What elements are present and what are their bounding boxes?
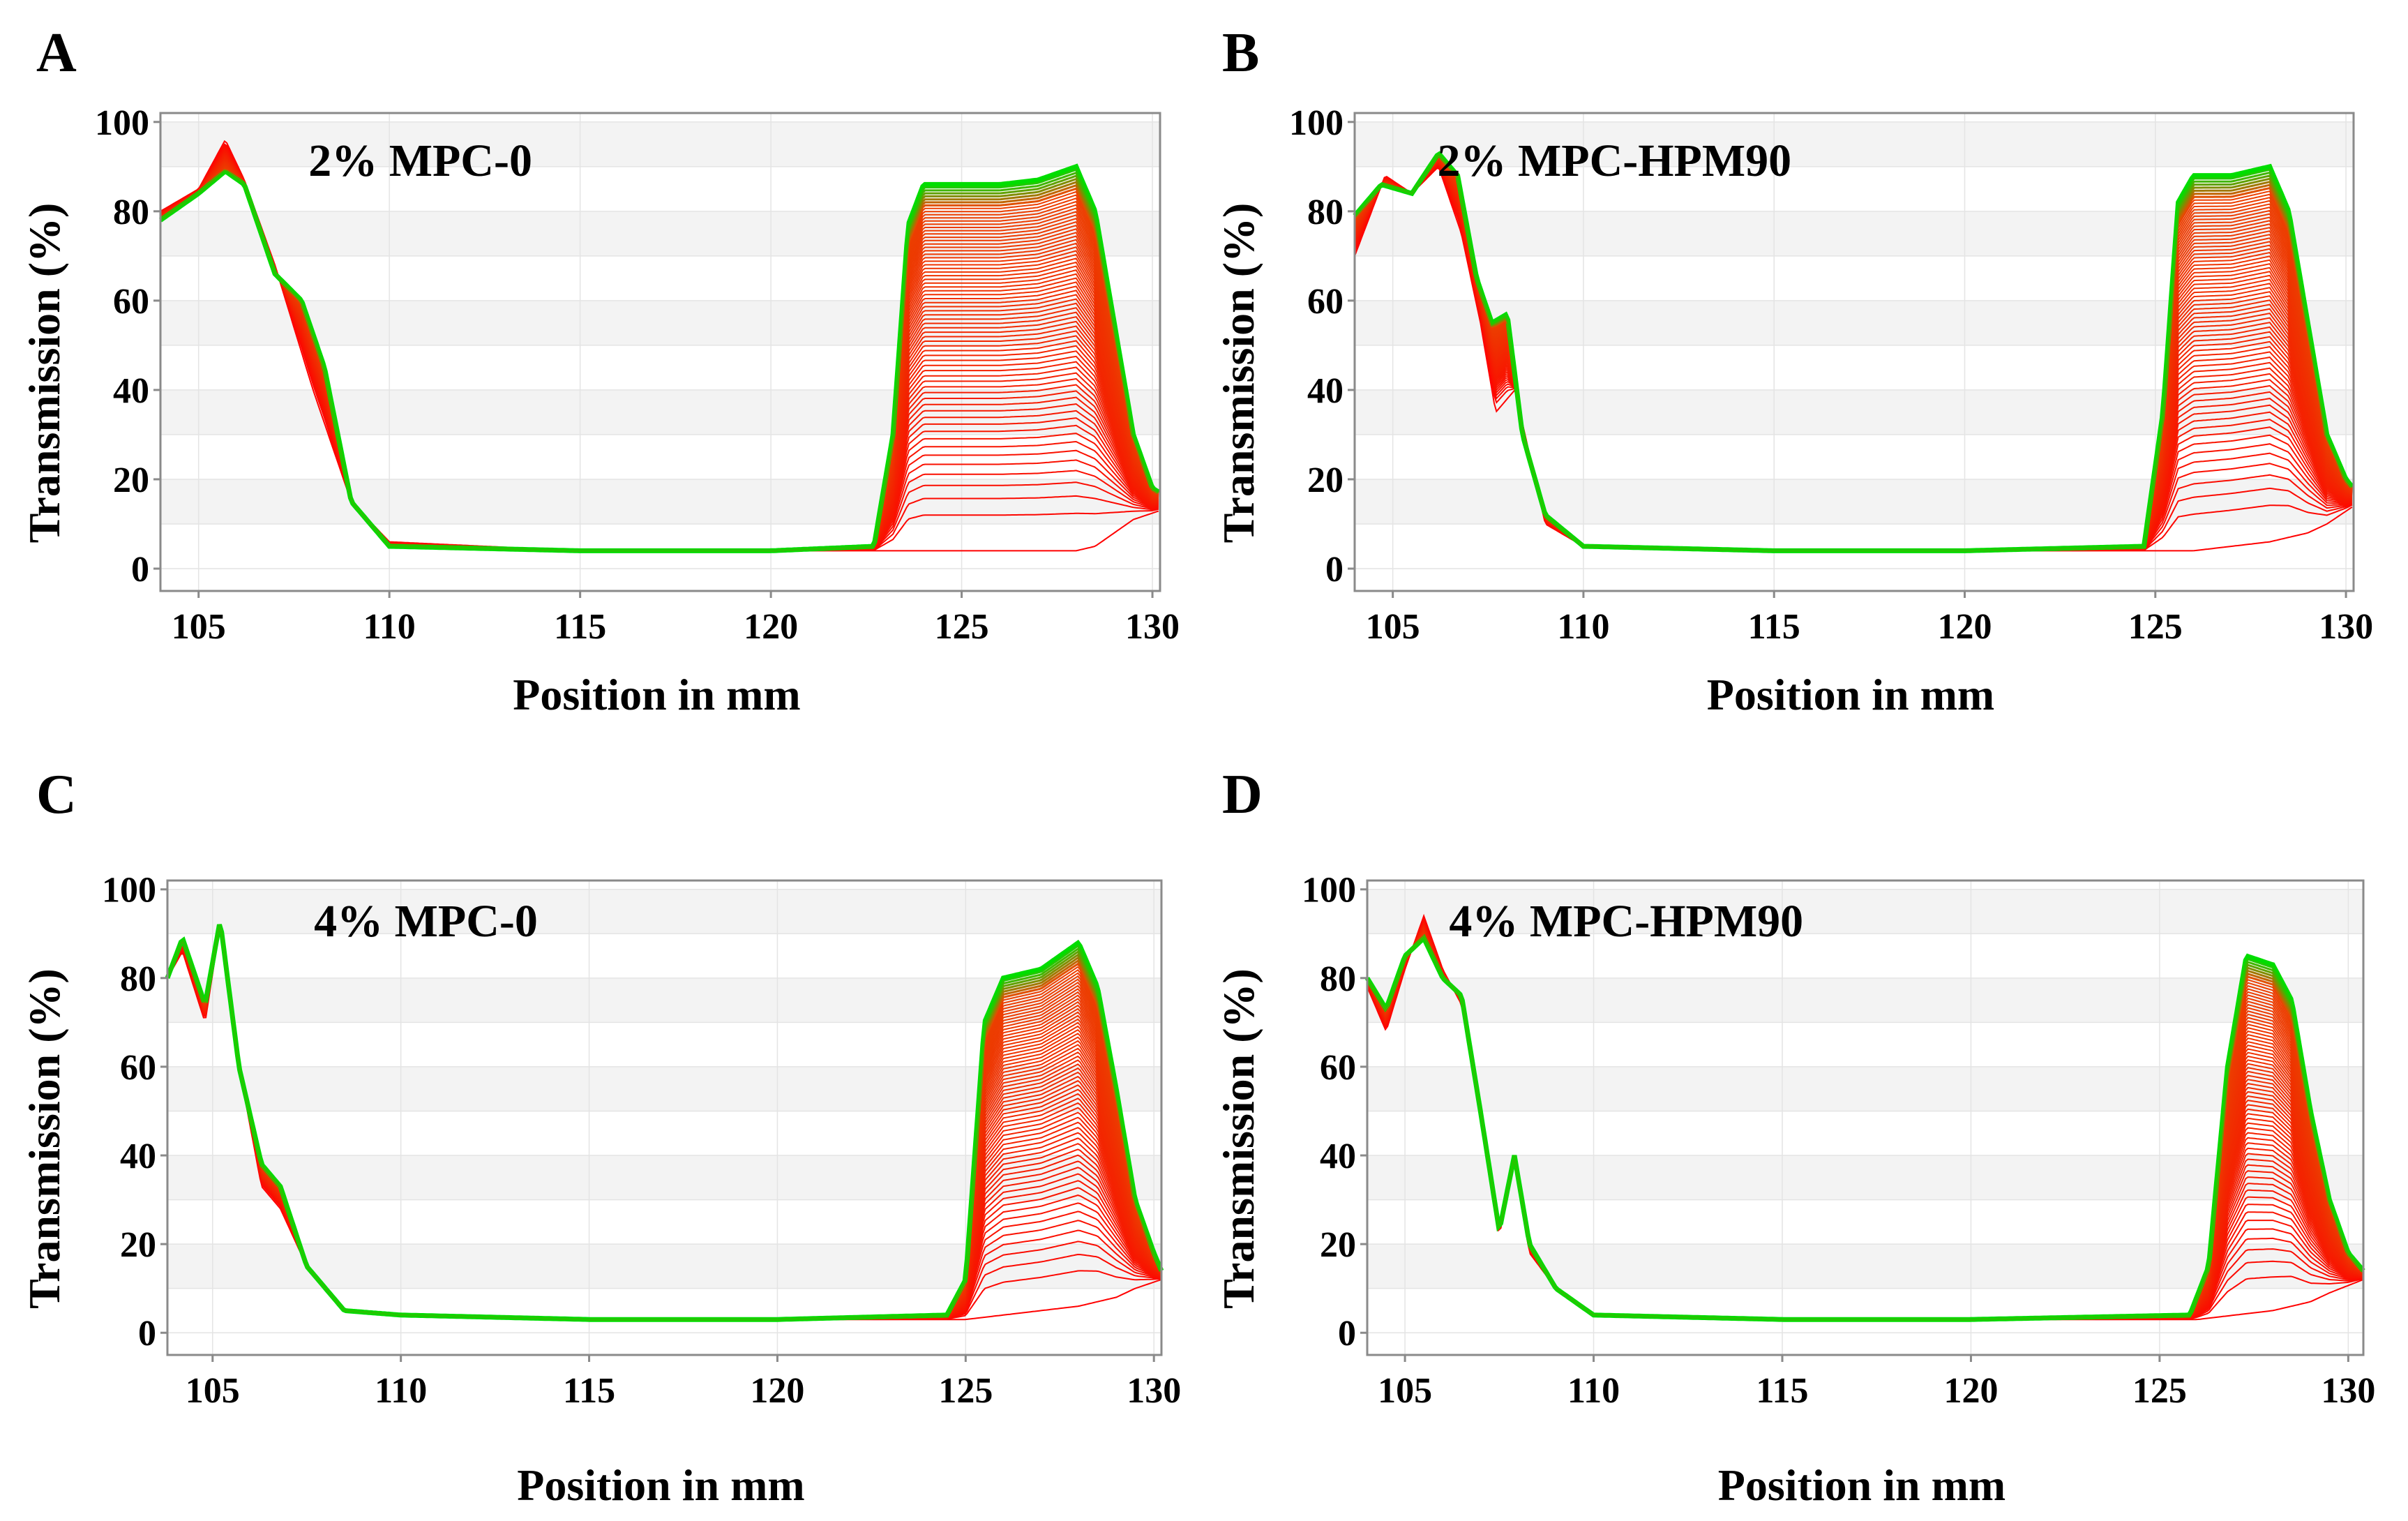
panel-b-letter: B <box>1222 22 1259 84</box>
panel-b-profile-line <box>1353 153 2353 552</box>
panel-c-xlabel: Position in mm <box>517 1460 804 1510</box>
panel-c-ytick-label: 60 <box>120 1048 156 1088</box>
panel-c-ytick-label: 80 <box>120 959 156 999</box>
panel-d-title: 4% MPC-HPM90 <box>1449 896 1803 947</box>
panel-c-xtick-label: 115 <box>563 1371 615 1411</box>
panel-c-band <box>167 1244 1161 1289</box>
panel-d-letter: D <box>1222 764 1263 825</box>
panel-b-ylabel: Transmission (%) <box>1214 203 1263 544</box>
panel-b-ytick-label: 60 <box>1307 282 1344 322</box>
panel-a-band <box>160 121 1160 167</box>
panel-c-xtick-label: 110 <box>375 1371 427 1411</box>
panel-d-ytick-label: 20 <box>1320 1225 1356 1265</box>
panel-a-ytick-label: 80 <box>113 193 149 232</box>
panel-b-profiles <box>1353 151 2354 553</box>
panel-c-xtick-label: 105 <box>186 1371 240 1411</box>
panel-a-xtick-label: 115 <box>554 607 606 647</box>
panel-b-ytick-label: 80 <box>1307 193 1344 232</box>
panel-c-xtick-label: 120 <box>750 1371 804 1411</box>
panel-d-ytick-label: 40 <box>1320 1137 1356 1176</box>
panel-a-ytick-label: 40 <box>113 371 149 411</box>
panel-a-xtick-label: 130 <box>1125 607 1180 647</box>
panel-d-xtick-label: 130 <box>2321 1371 2375 1411</box>
panel-b-xtick-label: 120 <box>1938 607 1992 647</box>
panel-c-ytick-label: 100 <box>102 871 156 911</box>
panel-a-band <box>160 479 1160 524</box>
panel-a-xtick-label: 120 <box>744 607 798 647</box>
panel-d: D 0 20 40 60 80 100 105 110 115 120 125 130 4% MPC-HP… <box>1214 764 2375 1510</box>
panel-a-ytick-label: 100 <box>95 103 149 143</box>
panel-d-ytick-label: 0 <box>1338 1314 1356 1354</box>
panel-a-ytick-label: 20 <box>113 460 149 500</box>
panel-a-xtick-label: 110 <box>363 607 416 647</box>
panel-d-band <box>1367 977 2363 1023</box>
panel-c-title: 4% MPC-0 <box>314 896 538 947</box>
panel-a-xtick-label: 125 <box>935 607 989 647</box>
panel-b-ytick-label: 0 <box>1325 550 1344 590</box>
panel-b-plot-frame <box>1353 112 2355 592</box>
panel-a-ylabel: Transmission (%) <box>20 203 69 544</box>
panel-a-profile-line <box>160 168 1159 552</box>
panel-a-band <box>160 389 1160 435</box>
panel-d-band <box>1367 1155 2363 1200</box>
panel-b-xtick-label: 110 <box>1557 607 1609 647</box>
panel-b-xtick-label: 115 <box>1748 607 1800 647</box>
panel-b-xtick-label: 125 <box>2128 607 2183 647</box>
panel-c: C 0 20 40 60 80 100 105 110 115 120 125 130 4% MPC-0 P… <box>20 764 1181 1510</box>
panel-b-title: 2% MPC-HPM90 <box>1437 135 1791 186</box>
panel-b-band <box>1355 121 2354 167</box>
panel-c-xtick-label: 130 <box>1127 1371 1181 1411</box>
panel-a-plot-frame <box>159 112 1161 592</box>
panel-d-ylabel: Transmission (%) <box>1214 968 1263 1309</box>
panel-d-xtick-label: 125 <box>2132 1371 2187 1411</box>
panel-d-ytick-label: 100 <box>1302 871 1356 911</box>
panel-d-ytick-label: 80 <box>1320 959 1356 999</box>
panel-d-xtick-label: 120 <box>1943 1371 1998 1411</box>
panel-b-ytick-label: 20 <box>1307 460 1344 500</box>
panel-a-ytick-label: 60 <box>113 282 149 322</box>
panel-b-band <box>1355 211 2354 256</box>
panel-d-band <box>1367 1066 2363 1111</box>
panel-a-profiles <box>158 140 1160 553</box>
panel-b: B 0 20 40 60 80 100 105 110 115 120 125 130 2% MPC-HP… <box>1214 22 2373 719</box>
panel-d-xtick-label: 105 <box>1378 1371 1432 1411</box>
panel-c-ytick-label: 40 <box>120 1137 156 1176</box>
panel-d-plot-frame <box>1366 879 2365 1356</box>
panel-c-band <box>167 889 1161 934</box>
panel-d-profiles <box>1364 913 2365 1322</box>
panel-a-xlabel: Position in mm <box>513 670 800 719</box>
panel-b-xlabel: Position in mm <box>1707 670 1994 719</box>
panel-c-letter: C <box>36 764 77 825</box>
panel-d-ytick-label: 60 <box>1320 1048 1356 1088</box>
panel-a-title: 2% MPC-0 <box>308 135 532 186</box>
panel-c-profile-line <box>166 924 1163 1321</box>
panel-b-ytick-label: 40 <box>1307 371 1344 411</box>
panel-c-ytick-label: 0 <box>138 1314 156 1354</box>
panel-c-ytick-label: 20 <box>120 1225 156 1265</box>
panel-c-ylabel: Transmission (%) <box>20 968 69 1309</box>
panel-d-xlabel: Position in mm <box>1718 1460 2006 1510</box>
panel-c-plot-frame <box>166 879 1163 1356</box>
panel-a: A 0 20 40 60 80 100 105 110 115 120 125 130 2% MPC-0 P… <box>20 22 1180 719</box>
panel-c-xtick-label: 125 <box>938 1371 993 1411</box>
panel-c-profiles <box>165 924 1164 1322</box>
panel-b-xtick-label: 105 <box>1366 607 1420 647</box>
panel-d-xtick-label: 110 <box>1567 1371 1620 1411</box>
panel-b-band <box>1355 479 2354 524</box>
panel-b-xtick-label: 130 <box>2319 607 2373 647</box>
panel-d-band <box>1367 889 2363 934</box>
panel-a-ytick-label: 0 <box>131 550 149 590</box>
panel-a-xtick-label: 105 <box>172 607 226 647</box>
panel-a-letter: A <box>36 22 77 84</box>
panel-d-profile-line <box>1366 936 2365 1321</box>
panel-b-ytick-label: 100 <box>1289 103 1344 143</box>
panel-d-xtick-label: 115 <box>1756 1371 1808 1411</box>
